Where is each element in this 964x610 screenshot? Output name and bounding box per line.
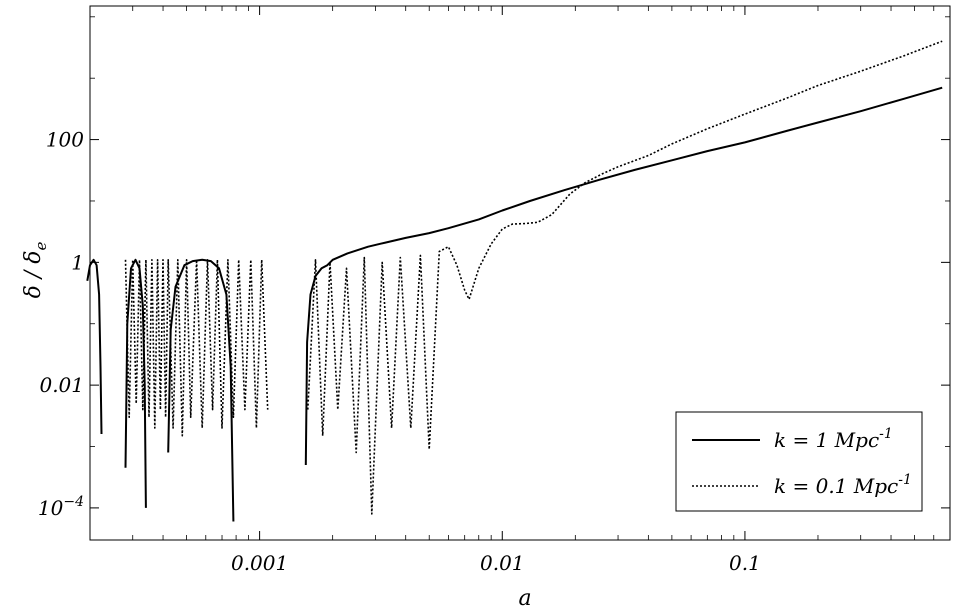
legend: k = 1 Mpc-1 k = 0.1 Mpc-1 [675,411,923,512]
series-line [167,258,235,522]
x-tick-label: 0.01 [480,551,525,575]
series-line [86,258,103,435]
plot-border [89,5,951,541]
series-line [124,258,147,508]
legend-box [675,411,923,512]
series-line [124,258,269,437]
plot-frame [89,5,951,541]
x-tick-label: 0.1 [729,551,761,575]
y-tick-label: 100 [46,128,84,152]
legend-label: k = 0.1 Mpc-1 [774,472,912,498]
y-tick-label: 0.01 [39,373,84,397]
x-axis-label: a [518,586,531,610]
y-axis-label: δ / δe [21,242,50,299]
x-tick-label: 0.001 [231,551,288,575]
series-1 [86,86,943,522]
series-line [304,86,943,466]
y-tick-label: 10−4 [38,494,84,520]
series-2 [124,40,943,515]
tick-layer: 0.001 0.01 0.1 10−4 0.01 1 100 [38,6,950,575]
y-tick-label: 1 [71,250,84,274]
legend-label: k = 1 Mpc-1 [774,426,893,452]
axis-labels: a δ / δe [21,242,532,610]
series-layer [86,40,943,522]
